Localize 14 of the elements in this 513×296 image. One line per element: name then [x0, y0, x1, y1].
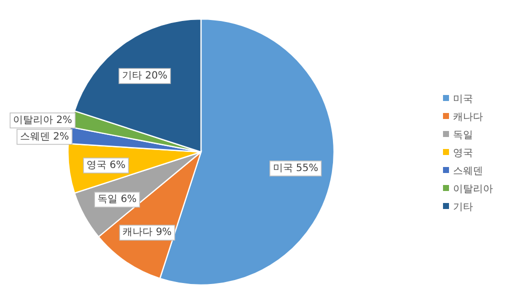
- legend-label: 미국: [453, 94, 473, 105]
- data-label: 이탈리아 2%: [13, 114, 72, 126]
- data-label: 기타 20%: [122, 70, 168, 82]
- data-label: 영국 6%: [86, 160, 126, 171]
- legend-label: 이탈리아: [453, 184, 493, 195]
- legend-label: 영국: [453, 148, 473, 159]
- data-label: 독일 6%: [98, 194, 137, 206]
- legend-label: 기타: [453, 202, 473, 213]
- data-label: 캐나다 9%: [122, 227, 172, 238]
- data-label: 미국 55%: [272, 162, 318, 174]
- data-label: 스웨덴 2%: [20, 131, 70, 142]
- legend-label: 캐나다: [453, 112, 483, 123]
- legend-label: 독일: [453, 130, 473, 141]
- legend-label: 스웨덴: [453, 166, 483, 177]
